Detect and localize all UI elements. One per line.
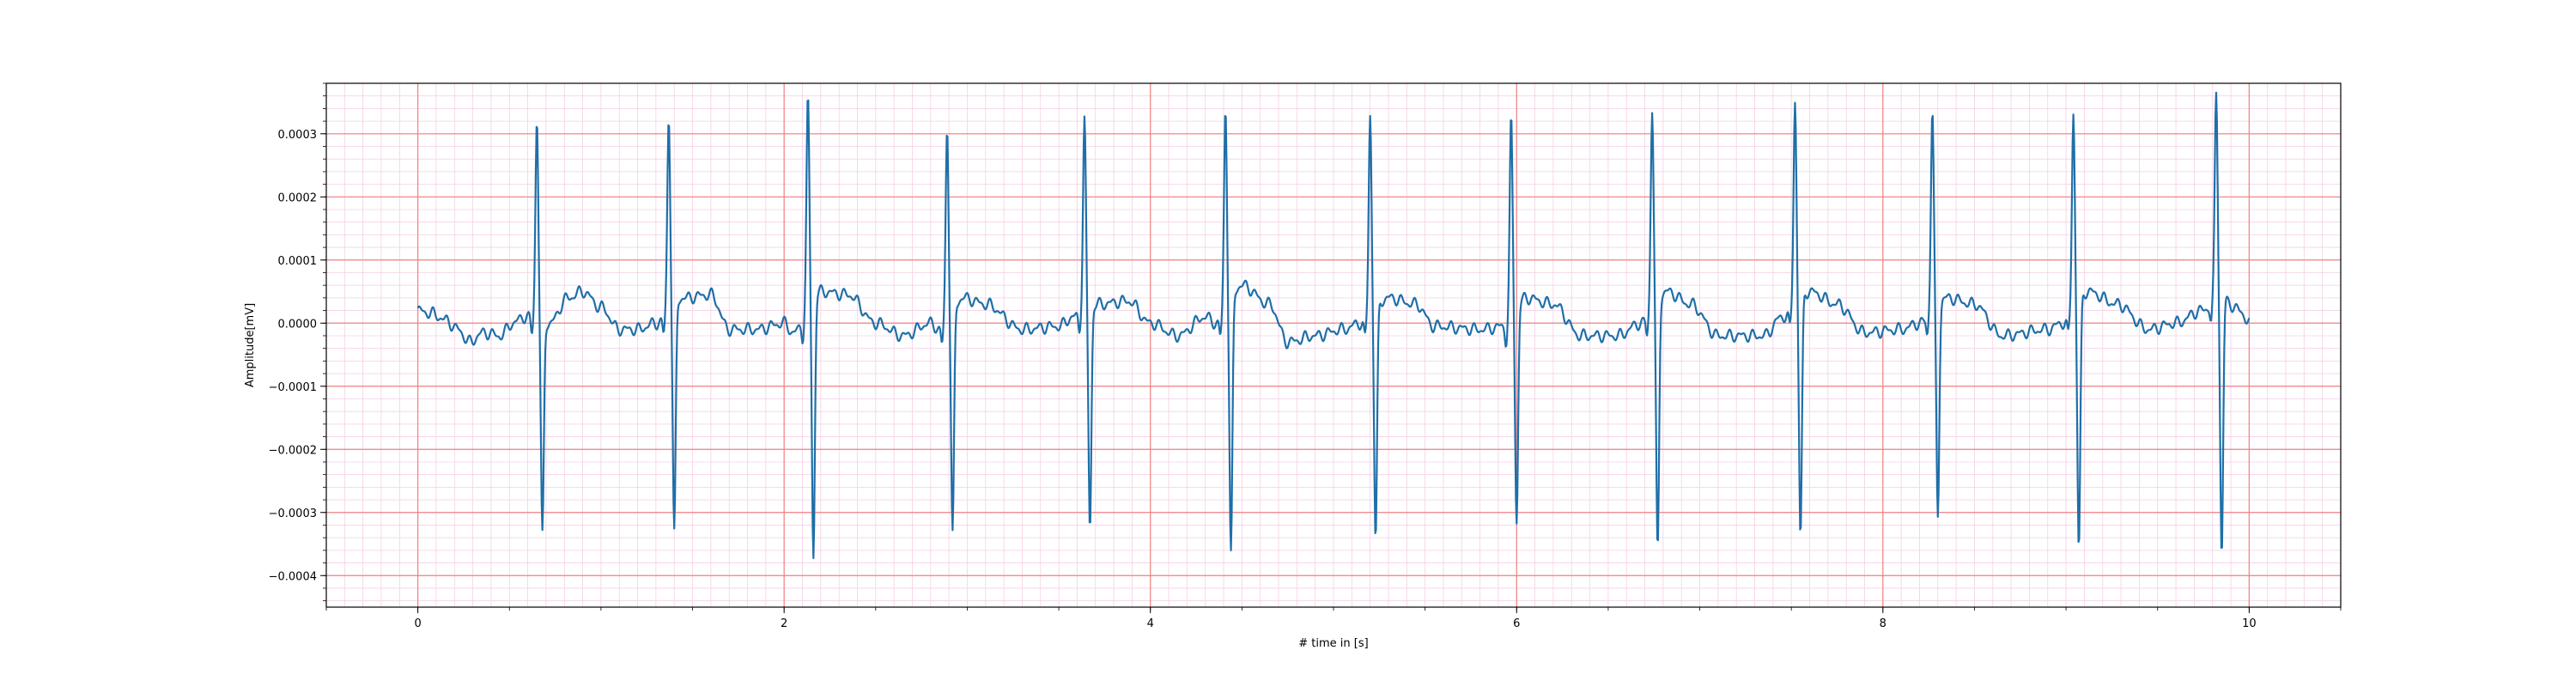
y-tick-label: 0.0003: [278, 129, 318, 142]
x-axis: 0 2 4 6 8 10: [325, 607, 2342, 630]
ecg-signal-line: [416, 91, 2251, 560]
x-tick-label: 8: [1880, 617, 1886, 630]
y-axis: −0.0004 −0.0003 −0.0002 −0.0001 0.0000 0.0001…: [269, 82, 326, 602]
y-tick-label: −0.0004: [269, 570, 317, 583]
y-tick-label: 0.0000: [278, 318, 318, 331]
x-tick-label: 0: [414, 617, 421, 630]
x-tick-label: 4: [1147, 617, 1154, 630]
y-axis-label: Amplitude[mV]: [244, 303, 257, 387]
x-axis-label: # time in [s]: [1298, 637, 1368, 650]
x-tick-label: 10: [2242, 617, 2257, 630]
minor-grid: [325, 82, 2342, 607]
x-tick-label: 2: [781, 617, 787, 630]
y-tick-label: 0.0001: [278, 255, 318, 268]
y-tick-label: 0.0002: [278, 192, 318, 204]
y-tick-label: −0.0003: [269, 508, 317, 520]
x-tick-label: 6: [1513, 617, 1520, 630]
y-tick-label: −0.0001: [269, 381, 317, 394]
y-tick-label: −0.0002: [269, 444, 317, 457]
